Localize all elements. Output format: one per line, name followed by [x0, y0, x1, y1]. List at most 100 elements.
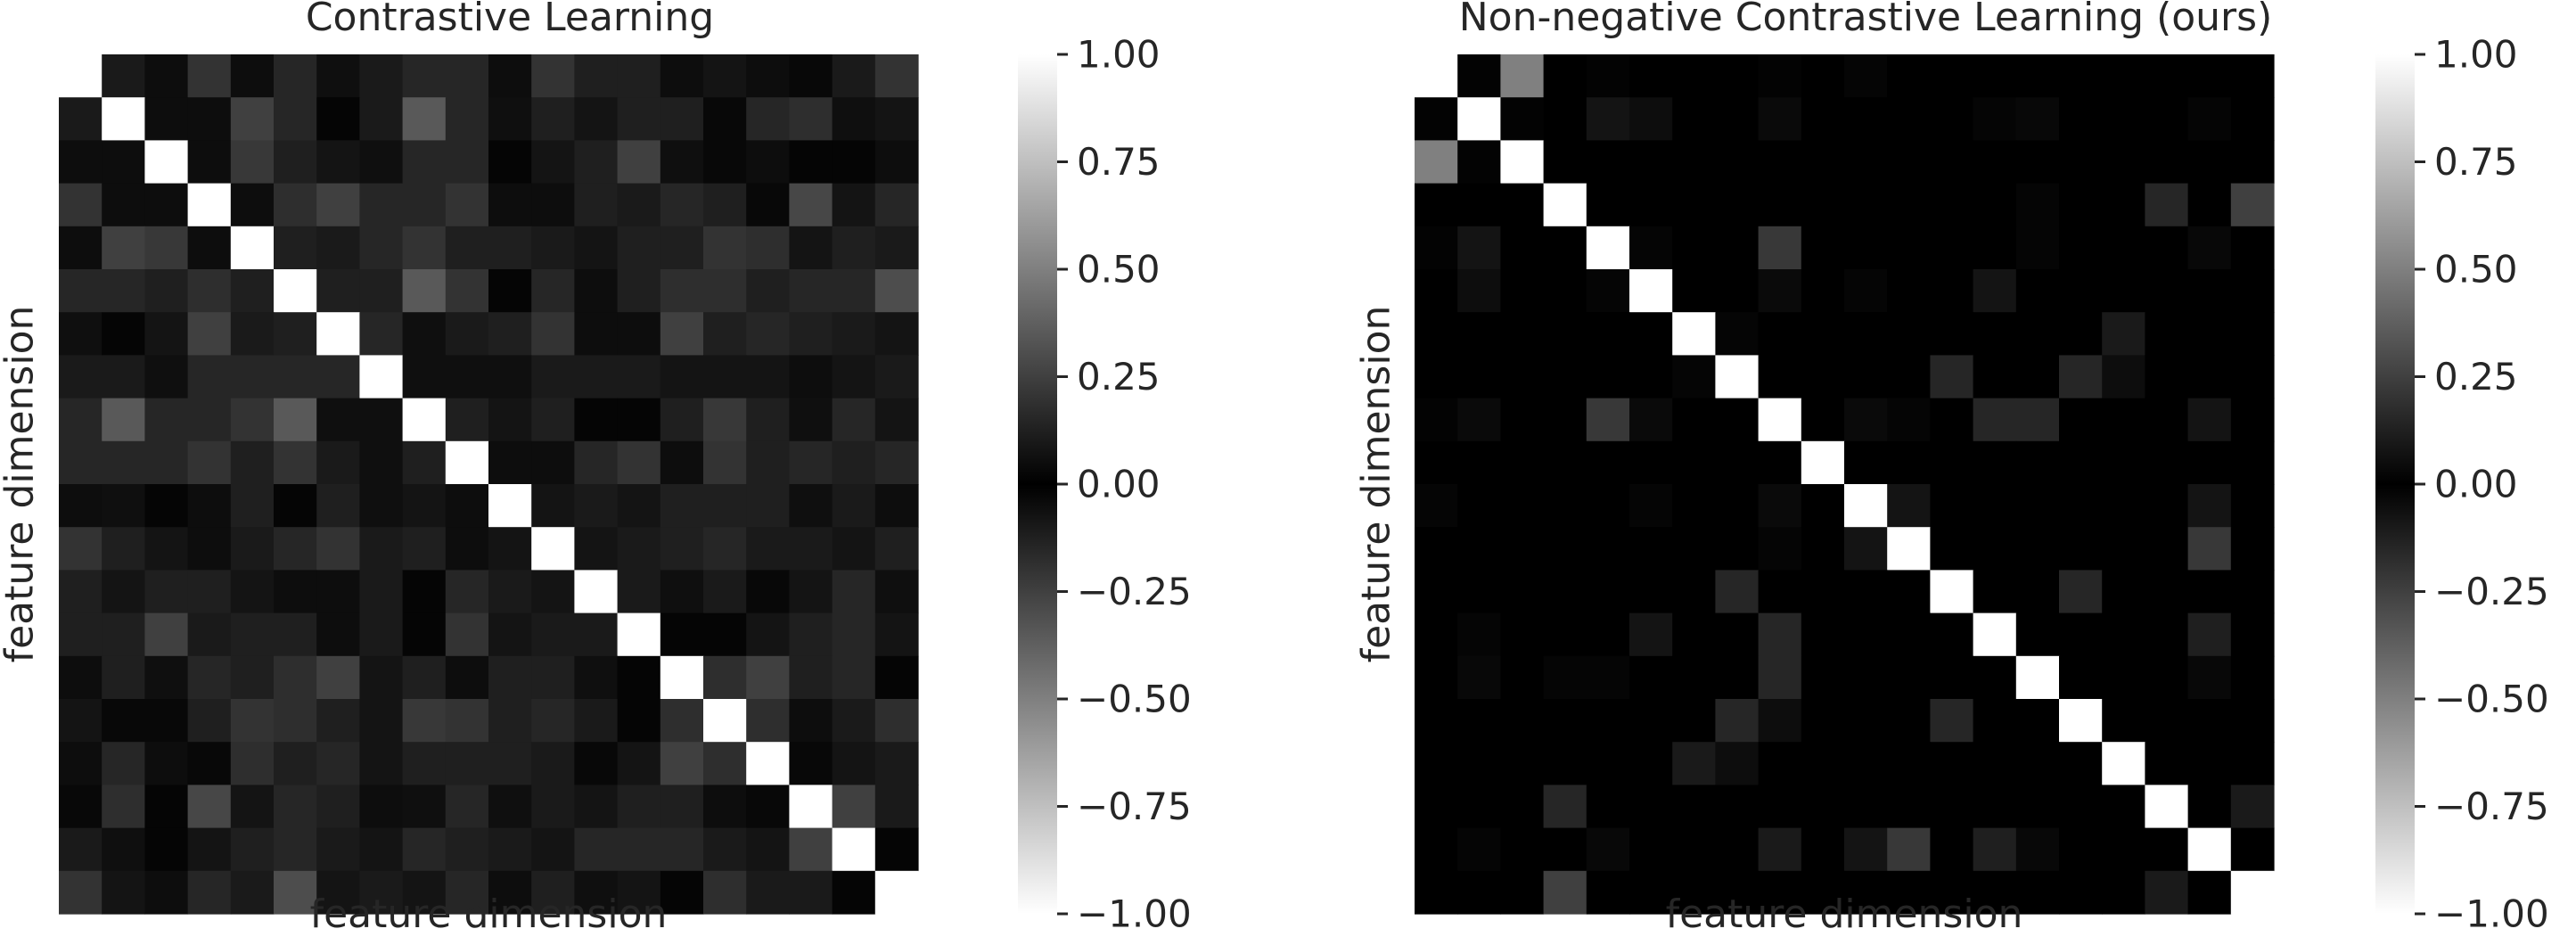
heatmap-cell	[445, 870, 489, 915]
heatmap-cell	[1500, 570, 1545, 614]
heatmap-cell	[1629, 742, 1673, 785]
heatmap-cell	[445, 97, 489, 141]
heatmap-cell	[1844, 140, 1888, 185]
heatmap-cell	[1415, 699, 1458, 743]
heatmap-cell	[1930, 269, 1974, 313]
heatmap-cell	[574, 398, 619, 442]
heatmap-cell	[1844, 54, 1888, 98]
heatmap-cell	[2015, 699, 2060, 743]
heatmap-cell	[1457, 827, 1501, 872]
heatmap-cell	[1457, 484, 1501, 528]
heatmap-cell	[1629, 269, 1673, 313]
heatmap-cell	[1586, 226, 1630, 270]
heatmap-cell	[274, 226, 317, 270]
heatmap-cell	[274, 785, 317, 829]
heatmap-cell	[59, 870, 103, 915]
heatmap-cell	[187, 655, 232, 700]
heatmap-cell	[2145, 269, 2189, 313]
heatmap-cell	[1457, 226, 1501, 270]
heatmap-cell	[703, 655, 747, 700]
heatmap-cell	[660, 269, 704, 313]
heatmap-cell	[2015, 183, 2060, 227]
colorbar-tick-label: 0.25	[2434, 355, 2518, 399]
heatmap-cell	[2187, 699, 2232, 743]
heatmap-cell	[1629, 570, 1673, 614]
heatmap-cell	[1629, 183, 1673, 227]
heatmap-cell	[746, 312, 790, 356]
heatmap-cell	[1973, 54, 2017, 98]
heatmap-cell	[316, 484, 360, 528]
colorbar-gradient	[1018, 54, 1057, 914]
heatmap-cell	[2102, 484, 2145, 528]
heatmap-cell	[1930, 699, 1974, 743]
heatmap-cell	[102, 699, 145, 743]
heatmap-cell	[274, 570, 317, 614]
heatmap-cell	[1672, 54, 1716, 98]
heatmap-cell	[1801, 612, 1845, 657]
heatmap-cell	[316, 870, 360, 915]
heatmap-cell	[2059, 527, 2103, 571]
heatmap-cell	[359, 655, 404, 700]
heatmap-cell	[660, 355, 704, 399]
heatmap-cell	[2230, 355, 2275, 399]
heatmap-cell	[1543, 54, 1587, 98]
heatmap-cell	[274, 440, 317, 485]
heatmap-cell	[574, 827, 619, 872]
heatmap-cell	[703, 140, 747, 185]
heatmap-cell	[832, 870, 876, 915]
heatmap-cell	[789, 183, 833, 227]
heatmap-cell	[746, 785, 790, 829]
heatmap-cell	[1629, 226, 1673, 270]
heatmap-cell	[1801, 54, 1845, 98]
heatmap-cell	[617, 54, 661, 98]
heatmap-cell	[531, 742, 575, 785]
heatmap-cell	[488, 570, 532, 614]
heatmap-cell	[2015, 527, 2060, 571]
heatmap-cell	[2015, 398, 2060, 442]
heatmap-cell	[316, 269, 360, 313]
heatmap-cell	[1415, 54, 1458, 98]
heatmap-cell	[574, 655, 619, 700]
heatmap-cell	[1543, 570, 1587, 614]
heatmap-cell	[2230, 870, 2275, 915]
heatmap-cell	[1672, 484, 1716, 528]
heatmap-cell	[274, 54, 317, 98]
heatmap-cell	[746, 226, 790, 270]
heatmap-cell	[1629, 655, 1673, 700]
heatmap-cell	[574, 226, 619, 270]
heatmap-cell	[1930, 827, 1974, 872]
heatmap-cell	[1415, 655, 1458, 700]
heatmap-cell	[402, 97, 447, 141]
heatmap-cell	[1801, 97, 1845, 141]
heatmap-cell	[660, 312, 704, 356]
heatmap-cell	[1801, 870, 1845, 915]
heatmap-cell	[2059, 484, 2103, 528]
heatmap-cell	[359, 742, 404, 785]
heatmap-cell	[230, 226, 275, 270]
heatmap-cell	[445, 527, 489, 571]
heatmap-cell	[1672, 612, 1716, 657]
heatmap-cell	[445, 655, 489, 700]
heatmap-cell	[187, 484, 232, 528]
heatmap-cell	[2015, 742, 2060, 785]
heatmap-cell	[2102, 97, 2145, 141]
heatmap-cell	[359, 140, 404, 185]
heatmap-cell	[1672, 269, 1716, 313]
heatmap-cell	[874, 570, 919, 614]
heatmap-cell	[617, 655, 661, 700]
heatmap-cell	[2187, 527, 2232, 571]
heatmap-cell	[574, 440, 619, 485]
heatmap-cell	[2015, 827, 2060, 872]
heatmap-cell	[574, 699, 619, 743]
heatmap-cell	[1844, 183, 1888, 227]
heatmap-cell	[1887, 398, 1931, 442]
heatmap-cell	[59, 312, 103, 356]
heatmap-cell	[617, 827, 661, 872]
heatmap-cell	[789, 870, 833, 915]
heatmap-cell	[1758, 226, 1802, 270]
heatmap-cell	[531, 612, 575, 657]
heatmap-cell	[617, 785, 661, 829]
heatmap-cell	[402, 785, 447, 829]
heatmap-cell	[1672, 655, 1716, 700]
heatmap-cell	[1887, 355, 1931, 399]
